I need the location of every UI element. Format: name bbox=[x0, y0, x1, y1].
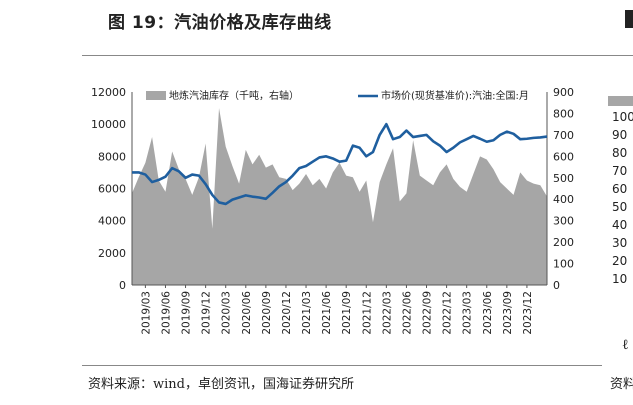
y-left-tick-label: 6000 bbox=[98, 183, 126, 196]
legend-label-inventory: 地炼汽油库存（千吨，右轴） bbox=[169, 89, 299, 102]
clipped-axis-label: 90 bbox=[612, 128, 628, 142]
x-tick-label: 2023/03 bbox=[462, 291, 474, 335]
clipped-adjacent-figure-mark bbox=[625, 10, 633, 28]
clipped-axis-label: 100 bbox=[612, 110, 633, 124]
price-line-series bbox=[132, 122, 548, 206]
x-tick-label: 2022/06 bbox=[401, 291, 413, 335]
x-tick-label: 2021/06 bbox=[321, 291, 333, 335]
y-right-tick-label: 200 bbox=[553, 236, 574, 249]
y-right-tick-label: 400 bbox=[553, 193, 574, 206]
y-right-tick-label: 0 bbox=[553, 279, 560, 292]
clipped-axis-label: 30 bbox=[612, 236, 628, 250]
x-tick-label: 2019/09 bbox=[181, 291, 193, 335]
x-tick-label: 2023/09 bbox=[502, 291, 514, 335]
y-left-tick-label: 8000 bbox=[98, 150, 126, 163]
clipped-axis-label: 10 bbox=[612, 272, 628, 286]
clipped-legend-swatch bbox=[608, 96, 633, 106]
y-left-tick-label: 0 bbox=[119, 279, 126, 292]
x-tick-label: 2020/06 bbox=[241, 291, 253, 335]
legend-label-price: 市场价(现货基准价):汽油:全国:月 bbox=[381, 89, 529, 102]
x-tick-label: 2019/12 bbox=[201, 291, 213, 335]
x-tick-label: 2020/03 bbox=[221, 291, 233, 335]
y-right-tick-label: 600 bbox=[553, 150, 574, 163]
clipped-axis-label: 50 bbox=[612, 200, 628, 214]
y-left-tick-label: 10000 bbox=[91, 118, 126, 131]
x-tick-label: 2022/12 bbox=[442, 291, 454, 335]
legend-swatch-inventory bbox=[146, 91, 166, 100]
x-tick-label: 2019/06 bbox=[160, 291, 172, 335]
source-divider bbox=[82, 365, 602, 366]
y-right-tick-label: 700 bbox=[553, 129, 574, 142]
y-left-tick-label: 12000 bbox=[91, 86, 126, 99]
x-tick-label: 2022/09 bbox=[422, 291, 434, 335]
y-right-tick-label: 100 bbox=[553, 258, 574, 271]
clipped-axis-label: 80 bbox=[612, 146, 628, 160]
x-tick-label: 2021/09 bbox=[341, 291, 353, 335]
x-tick-label: 2023/06 bbox=[482, 291, 494, 335]
x-tick-label: 2020/12 bbox=[281, 291, 293, 335]
clipped-source-note: 资料 bbox=[610, 377, 633, 392]
y-right-tick-label: 800 bbox=[553, 107, 574, 120]
x-tick-label: 2019/03 bbox=[140, 291, 152, 335]
y-right-tick-label: 300 bbox=[553, 215, 574, 228]
x-tick-label: 2021/12 bbox=[361, 291, 373, 335]
y-right-tick-label: 900 bbox=[553, 86, 574, 99]
y-right-tick-label: 500 bbox=[553, 172, 574, 185]
clipped-adjacent-chart: 100 90 80 70 60 50 40 30 20 10 bbox=[600, 92, 633, 297]
clipped-axis-label: 40 bbox=[612, 218, 628, 232]
clipped-axis-label: 20 bbox=[612, 254, 628, 268]
clipped-axis-label: 70 bbox=[612, 164, 628, 178]
source-note: 资料来源：wind，卓创资讯，国海证券研究所 bbox=[88, 377, 354, 392]
title-divider bbox=[82, 55, 633, 56]
clipped-glyph: ℓ bbox=[622, 337, 629, 353]
y-left-tick-label: 4000 bbox=[98, 215, 126, 228]
clipped-axis-label: 60 bbox=[612, 182, 628, 196]
x-tick-label: 2022/03 bbox=[381, 291, 393, 335]
figure-title: 图 19：汽油价格及库存曲线 bbox=[108, 13, 332, 33]
x-tick-label: 2023/12 bbox=[522, 291, 534, 335]
inventory-area-series bbox=[132, 108, 547, 285]
x-tick-label: 2020/09 bbox=[261, 291, 273, 335]
x-tick-label: 2021/03 bbox=[301, 291, 313, 335]
y-left-tick-label: 2000 bbox=[98, 247, 126, 260]
